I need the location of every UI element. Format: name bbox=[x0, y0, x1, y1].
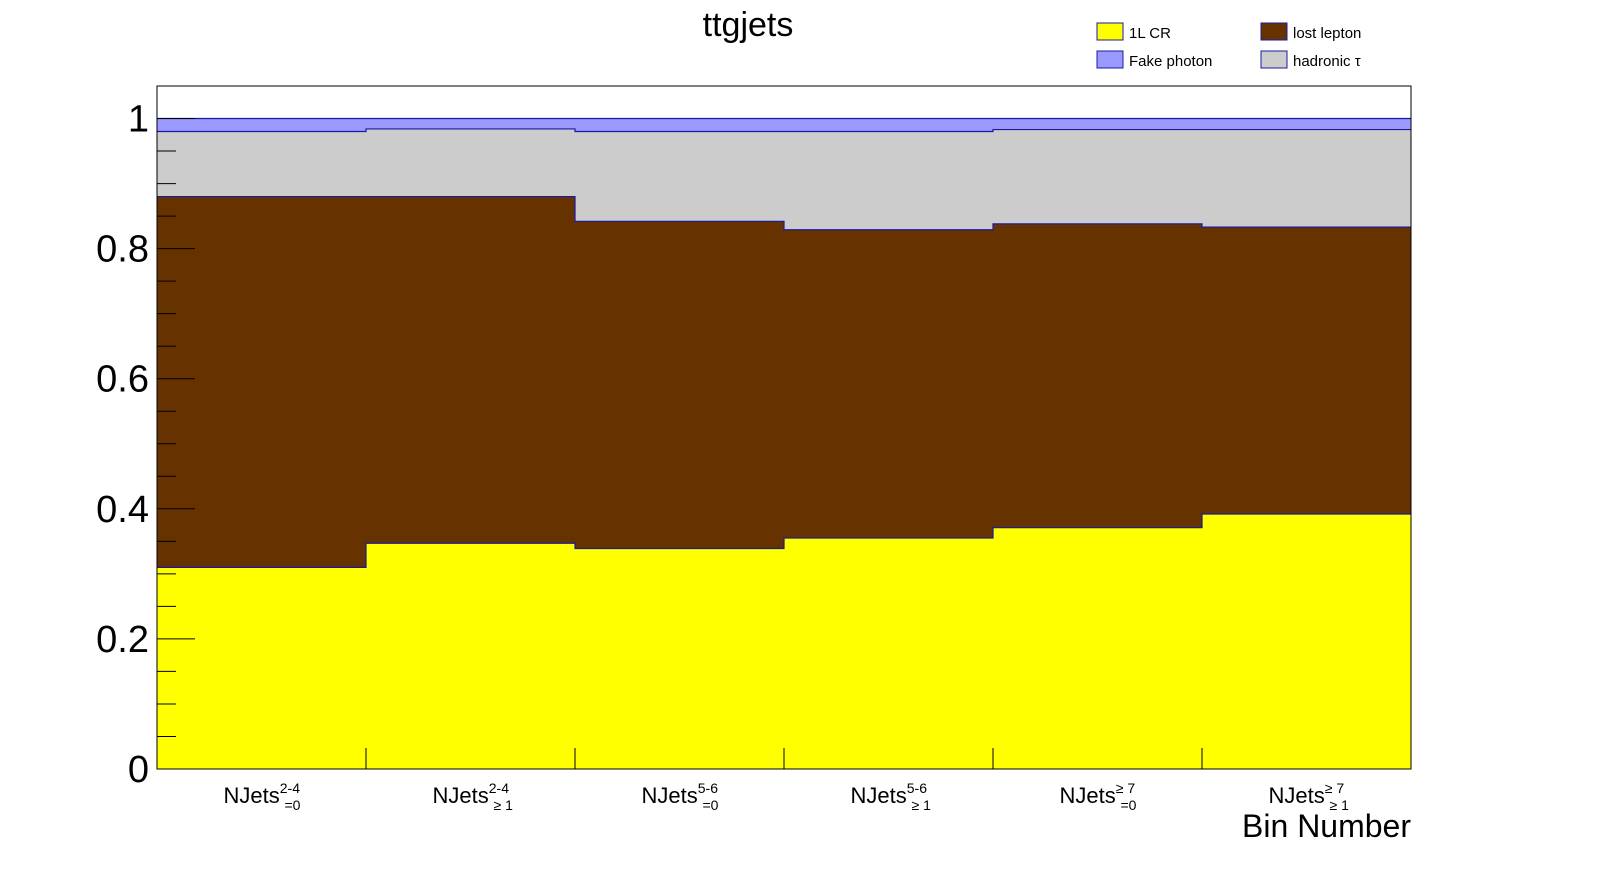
legend-swatch bbox=[1260, 22, 1288, 41]
y-tick-label: 0 bbox=[128, 749, 149, 791]
x-tick-sublabel: =0 bbox=[1121, 797, 1137, 813]
x-tick-sublabel: ≥ 1 bbox=[1330, 797, 1350, 813]
legend-label: 1L CR bbox=[1129, 25, 1171, 42]
bar-segment bbox=[157, 196, 367, 568]
chart-title: ttgjets bbox=[703, 6, 794, 44]
legend-swatch bbox=[1096, 22, 1124, 41]
bar-segment bbox=[575, 221, 785, 549]
series-outline bbox=[157, 513, 1411, 568]
x-tick-label: NJets5-6 bbox=[642, 780, 719, 808]
bar-segment bbox=[366, 118, 576, 129]
y-tick-label: 1 bbox=[128, 99, 149, 141]
x-tick-label: NJets≥ 7 bbox=[1060, 780, 1136, 808]
x-tick-sublabel: ≥ 1 bbox=[494, 797, 514, 813]
bar-segment bbox=[1202, 118, 1412, 130]
bar-segment bbox=[575, 131, 785, 222]
bar-segment bbox=[993, 129, 1203, 224]
bar-segment bbox=[784, 538, 994, 769]
bar-segment bbox=[784, 118, 994, 132]
bar-segment bbox=[784, 229, 994, 539]
x-tick-label: NJets2-4 bbox=[224, 780, 301, 808]
bar-segment bbox=[1202, 129, 1412, 228]
bar-segment bbox=[1202, 514, 1412, 769]
bar-segment bbox=[993, 118, 1203, 130]
legend: 1L CR lost lepton Fake photon hadronic τ bbox=[1096, 22, 1361, 70]
x-tick-label: NJets5-6 bbox=[851, 780, 928, 808]
y-axis: 0 0.2 0.4 0.6 0.8 1 bbox=[96, 99, 195, 791]
x-axis-label: Bin Number bbox=[1242, 808, 1411, 844]
bar-layer bbox=[157, 118, 1412, 769]
bar-segment bbox=[1202, 227, 1412, 515]
series-outlines bbox=[157, 117, 1411, 568]
bar-segment bbox=[366, 128, 576, 197]
y-tick-label: 0.8 bbox=[96, 229, 149, 271]
bar-segment bbox=[366, 543, 576, 769]
series-outline bbox=[157, 195, 1411, 231]
bar-segment bbox=[366, 196, 576, 544]
x-tick-sublabel: =0 bbox=[285, 797, 301, 813]
legend-label: Fake photon bbox=[1129, 53, 1212, 70]
x-tick-label: NJets2-4 bbox=[433, 780, 510, 808]
x-axis: NJets2-4=0 NJets2-4≥ 1 NJets5-6=0 NJets5-6≥… bbox=[224, 748, 1350, 813]
x-tick-sublabel: ≥ 1 bbox=[912, 797, 932, 813]
bar-segment bbox=[157, 131, 367, 197]
y-tick-label: 0.4 bbox=[96, 489, 149, 531]
legend-swatch bbox=[1260, 50, 1288, 69]
legend-swatch bbox=[1096, 50, 1124, 69]
y-tick-label: 0.6 bbox=[96, 359, 149, 401]
bar-segment bbox=[993, 527, 1203, 769]
bar-segment bbox=[157, 118, 367, 132]
bar-segment bbox=[993, 223, 1203, 528]
bar-segment bbox=[575, 118, 785, 132]
y-tick-label: 0.2 bbox=[96, 619, 149, 661]
bar-segment bbox=[784, 131, 994, 230]
legend-label: hadronic τ bbox=[1293, 53, 1361, 70]
x-tick-sublabel: =0 bbox=[703, 797, 719, 813]
legend-label: lost lepton bbox=[1293, 25, 1361, 42]
series-outline bbox=[157, 128, 1411, 133]
x-tick-label: NJets≥ 7 bbox=[1269, 780, 1345, 808]
bar-segment bbox=[157, 567, 367, 769]
bar-segment bbox=[575, 548, 785, 769]
